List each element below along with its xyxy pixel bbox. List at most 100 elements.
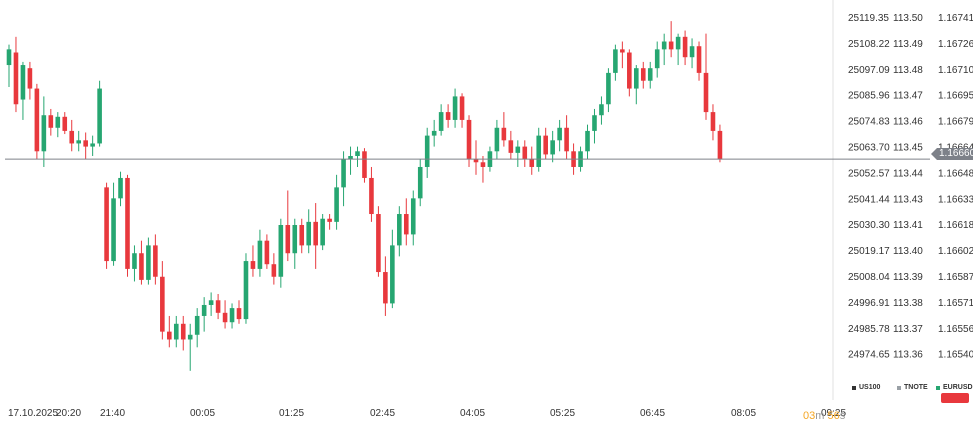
candles-layer xyxy=(6,21,723,371)
candle-body xyxy=(376,214,381,273)
candle-body xyxy=(306,221,312,246)
candle-body xyxy=(640,68,646,81)
current-price-badge: 1.16660 xyxy=(931,148,973,160)
candle-body xyxy=(313,221,318,246)
candle-body xyxy=(222,312,228,323)
y-tick-label: 1.16633 xyxy=(938,194,973,205)
y-tick-label: 25108.22 xyxy=(848,39,890,50)
candle-body xyxy=(634,68,639,89)
y-tick-label: 113.48 xyxy=(893,65,923,76)
candle-body xyxy=(348,156,353,160)
candle-body xyxy=(613,49,618,73)
candle-body xyxy=(362,151,367,178)
candle-body xyxy=(585,130,590,152)
candle-body xyxy=(236,308,242,320)
candle-body xyxy=(250,261,256,269)
candle-body xyxy=(445,112,451,120)
y-tick-label: 113.50 xyxy=(893,13,923,24)
x-tick-label: 02:45 xyxy=(370,408,395,419)
candle-body xyxy=(167,331,172,340)
candle-body xyxy=(606,72,611,105)
legend-swatch xyxy=(936,385,940,390)
candle-body xyxy=(661,41,667,50)
candle-countdown: 03m 56s xyxy=(803,410,845,422)
y-tick-label: 113.46 xyxy=(893,117,923,128)
y-tick-label: 25052.57 xyxy=(848,168,890,179)
y-tick-label: 1.16726 xyxy=(938,39,973,50)
candle-body xyxy=(299,225,305,246)
candle-body xyxy=(480,162,486,167)
candle-body xyxy=(208,300,214,305)
candle-body xyxy=(104,187,109,262)
candle-body xyxy=(327,218,332,222)
candle-body xyxy=(403,214,409,235)
candle-body xyxy=(62,116,68,131)
legend-us100[interactable]: US100 xyxy=(852,384,880,391)
y-tick-label: 25063.70 xyxy=(848,143,890,154)
y-tick-label: 25085.96 xyxy=(848,91,890,102)
y-tick-label: 113.37 xyxy=(893,324,923,335)
candle-body xyxy=(201,304,207,316)
candle-body xyxy=(6,49,12,66)
candle-body xyxy=(27,68,33,89)
candle-body xyxy=(180,323,186,340)
candle-body xyxy=(459,96,465,120)
countdown-minutes: 03 xyxy=(803,410,816,422)
x-tick-label: 09:25 xyxy=(821,408,846,419)
candle-body xyxy=(550,140,555,155)
candle-body xyxy=(424,135,430,167)
candle-body xyxy=(390,245,395,304)
candle-body xyxy=(153,245,158,277)
y-tick-label: 113.49 xyxy=(893,39,923,50)
candle-body xyxy=(417,166,423,199)
candle-body xyxy=(508,140,514,153)
candle-body xyxy=(592,115,597,131)
candle-body xyxy=(438,112,444,131)
y-tick-label: 25119.35 xyxy=(848,13,889,24)
candle-body xyxy=(452,96,458,120)
candle-body xyxy=(257,240,263,269)
candle-body xyxy=(341,159,346,188)
y-tick-label: 25097.09 xyxy=(848,65,890,76)
candle-body xyxy=(383,272,388,304)
candle-body xyxy=(285,225,291,254)
y-tick-label: 25030.30 xyxy=(848,220,890,231)
y-tick-label: 1.16741 xyxy=(938,13,973,24)
x-tick-label: 20:20 xyxy=(56,408,81,419)
candle-body xyxy=(13,52,19,105)
legend-label: EURUSD xyxy=(943,384,973,391)
x-tick-label: 00:05 xyxy=(190,408,215,419)
candle-body xyxy=(83,140,88,147)
candle-body xyxy=(696,46,702,73)
y-tick-label: 113.41 xyxy=(893,220,923,231)
countdown-seconds-unit: s xyxy=(839,410,846,422)
candle-body xyxy=(410,198,416,235)
x-tick-label: 17.10.2025 xyxy=(8,408,58,419)
x-tick-label: 01:25 xyxy=(279,408,304,419)
candle-body xyxy=(473,159,479,163)
legend-eurusd[interactable]: EURUSD xyxy=(936,384,973,391)
candle-body xyxy=(543,135,548,155)
sell-button[interactable] xyxy=(941,393,969,403)
y-tick-label: 113.45 xyxy=(893,143,923,154)
candle-body xyxy=(599,104,604,116)
plot-area[interactable] xyxy=(0,0,833,400)
candle-body xyxy=(564,127,569,152)
y-tick-label: 1.16695 xyxy=(938,91,973,102)
candle-body xyxy=(215,300,221,313)
candle-body xyxy=(717,130,723,160)
candle-body xyxy=(494,127,500,152)
candle-body xyxy=(20,65,26,100)
legend-swatch xyxy=(897,385,901,390)
y-tick-label: 25074.83 xyxy=(848,117,890,128)
candle-body xyxy=(271,264,277,277)
legend-tnote[interactable]: TNOTE xyxy=(897,384,928,391)
y-tick-label: 1.16618 xyxy=(938,220,973,231)
candle-body xyxy=(264,240,270,265)
candle-body xyxy=(187,334,193,340)
candle-body xyxy=(97,88,102,144)
x-tick-label: 05:25 xyxy=(550,408,575,419)
y-tick-label: 24974.65 xyxy=(848,350,890,361)
candle-body xyxy=(320,218,325,246)
